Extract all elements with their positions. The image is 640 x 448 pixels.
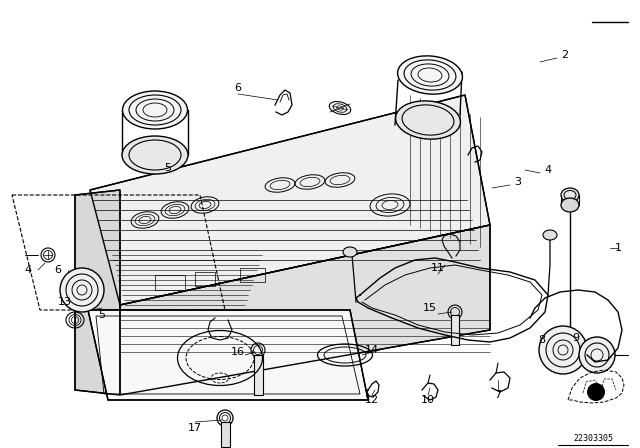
Text: 10: 10 — [421, 395, 435, 405]
Text: 14: 14 — [365, 345, 379, 355]
Bar — [254, 355, 263, 395]
Text: 3: 3 — [515, 177, 522, 187]
Text: 2: 2 — [561, 50, 568, 60]
Bar — [240, 268, 265, 282]
Ellipse shape — [122, 91, 188, 129]
Ellipse shape — [543, 230, 557, 240]
Ellipse shape — [343, 247, 357, 257]
Ellipse shape — [122, 136, 188, 174]
Ellipse shape — [396, 101, 460, 139]
Text: 5: 5 — [164, 163, 172, 173]
Text: 13: 13 — [58, 297, 72, 307]
Bar — [451, 315, 459, 345]
Ellipse shape — [561, 198, 579, 212]
Text: 8: 8 — [538, 335, 545, 345]
Text: 6: 6 — [54, 265, 61, 275]
Text: 7: 7 — [495, 390, 502, 400]
Text: 16: 16 — [231, 347, 245, 357]
Text: 9: 9 — [572, 333, 580, 343]
Circle shape — [587, 383, 605, 401]
Bar — [195, 272, 215, 286]
Text: 4: 4 — [545, 165, 552, 175]
Text: 17: 17 — [188, 423, 202, 433]
Bar — [221, 422, 230, 447]
Polygon shape — [88, 310, 368, 400]
Circle shape — [539, 326, 587, 374]
Text: 5: 5 — [99, 310, 106, 320]
Ellipse shape — [397, 56, 463, 94]
Polygon shape — [90, 95, 490, 305]
Circle shape — [579, 337, 615, 373]
Text: 15: 15 — [423, 303, 437, 313]
Text: 11: 11 — [431, 263, 445, 273]
Ellipse shape — [561, 188, 579, 202]
Text: 4: 4 — [24, 265, 31, 275]
Polygon shape — [75, 190, 120, 395]
Bar — [155, 275, 185, 290]
Circle shape — [60, 268, 104, 312]
Text: 1: 1 — [614, 243, 621, 253]
Polygon shape — [120, 225, 490, 395]
Text: 6: 6 — [234, 83, 241, 93]
Text: 22303305: 22303305 — [573, 434, 613, 443]
Text: 12: 12 — [365, 395, 379, 405]
